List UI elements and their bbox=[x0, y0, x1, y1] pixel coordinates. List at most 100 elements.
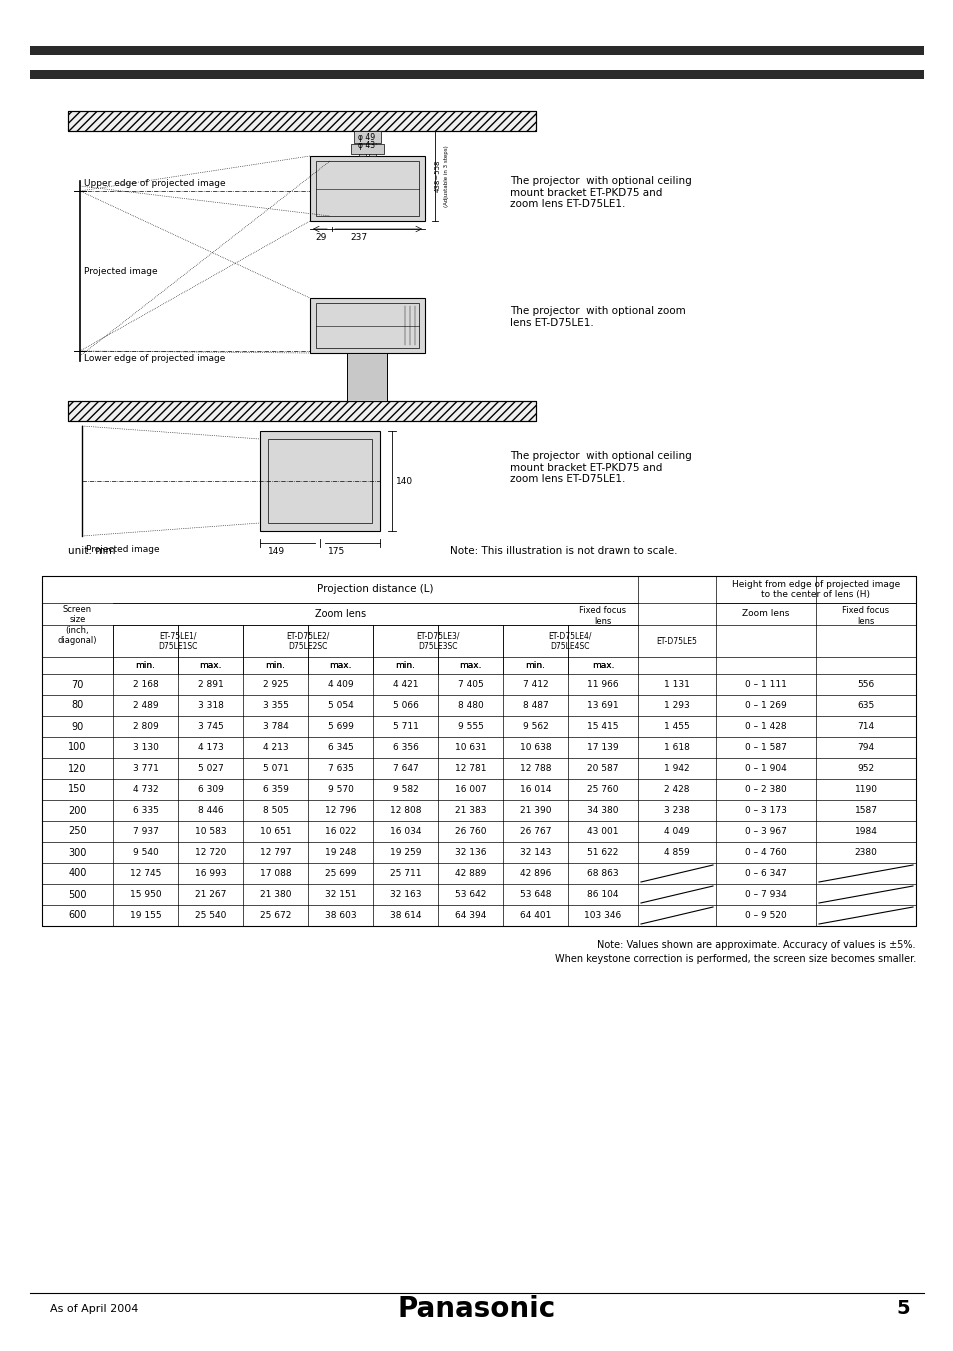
Text: 0 – 2 380: 0 – 2 380 bbox=[744, 785, 786, 794]
Text: 12 781: 12 781 bbox=[455, 765, 486, 773]
Text: 8 487: 8 487 bbox=[522, 701, 548, 711]
Text: 0 – 1 428: 0 – 1 428 bbox=[744, 721, 786, 731]
Circle shape bbox=[267, 438, 276, 449]
Text: 16 993: 16 993 bbox=[194, 869, 226, 878]
Text: 42 889: 42 889 bbox=[455, 869, 486, 878]
Text: 90: 90 bbox=[71, 721, 84, 731]
Text: min.: min. bbox=[395, 661, 416, 670]
Bar bbox=[315, 303, 418, 349]
Text: φ 49: φ 49 bbox=[357, 134, 375, 142]
Text: 17 088: 17 088 bbox=[259, 869, 291, 878]
Text: min.: min. bbox=[525, 661, 545, 670]
Text: 0 – 4 760: 0 – 4 760 bbox=[744, 848, 786, 857]
Text: 0 – 1 269: 0 – 1 269 bbox=[744, 701, 786, 711]
Text: 70: 70 bbox=[71, 680, 84, 689]
Text: 200: 200 bbox=[69, 805, 87, 816]
Bar bbox=[30, 70, 923, 78]
Text: 4 173: 4 173 bbox=[197, 743, 223, 753]
Text: 29: 29 bbox=[314, 232, 326, 242]
Bar bbox=[268, 439, 372, 523]
Bar bbox=[351, 145, 384, 154]
Text: 5 066: 5 066 bbox=[392, 701, 418, 711]
Text: 7 647: 7 647 bbox=[393, 765, 418, 773]
Text: 7 405: 7 405 bbox=[457, 680, 483, 689]
Text: 400: 400 bbox=[69, 869, 87, 878]
Text: 19 248: 19 248 bbox=[324, 848, 355, 857]
Text: Screen
size
(inch,
diagonal): Screen size (inch, diagonal) bbox=[58, 605, 97, 644]
Bar bbox=[68, 111, 536, 131]
Text: 25 540: 25 540 bbox=[194, 911, 226, 920]
Bar bbox=[354, 131, 380, 143]
Text: 0 – 7 934: 0 – 7 934 bbox=[744, 890, 786, 898]
Text: 150: 150 bbox=[69, 785, 87, 794]
Text: 19 155: 19 155 bbox=[130, 911, 161, 920]
Text: min.: min. bbox=[525, 661, 545, 670]
Text: 100: 100 bbox=[69, 743, 87, 753]
Text: 7 937: 7 937 bbox=[132, 827, 158, 836]
Text: 12 796: 12 796 bbox=[324, 807, 355, 815]
Text: 25 711: 25 711 bbox=[390, 869, 421, 878]
Text: 12 745: 12 745 bbox=[130, 869, 161, 878]
Circle shape bbox=[267, 513, 276, 524]
Text: 4 213: 4 213 bbox=[262, 743, 288, 753]
Text: Height from edge of projected image
to the center of lens (H): Height from edge of projected image to t… bbox=[731, 580, 900, 600]
Text: 53 642: 53 642 bbox=[455, 890, 486, 898]
Bar bbox=[369, 131, 375, 155]
Text: Projected image: Projected image bbox=[84, 266, 157, 276]
Text: max.: max. bbox=[199, 661, 221, 670]
Text: 68 863: 68 863 bbox=[587, 869, 618, 878]
Text: 11 966: 11 966 bbox=[587, 680, 618, 689]
Bar bbox=[68, 401, 536, 422]
Text: 16 014: 16 014 bbox=[519, 785, 551, 794]
Text: max.: max. bbox=[458, 661, 481, 670]
Bar bbox=[68, 111, 536, 131]
Text: Fixed focus
lens: Fixed focus lens bbox=[578, 607, 626, 626]
Text: 38 603: 38 603 bbox=[324, 911, 355, 920]
Text: 1 618: 1 618 bbox=[663, 743, 689, 753]
Text: 38 614: 38 614 bbox=[390, 911, 421, 920]
Text: 10 651: 10 651 bbox=[259, 827, 291, 836]
Text: 5 711: 5 711 bbox=[392, 721, 418, 731]
Text: (Adjustable in 3 steps): (Adjustable in 3 steps) bbox=[444, 145, 449, 207]
Text: min.: min. bbox=[395, 661, 416, 670]
Text: 2 428: 2 428 bbox=[663, 785, 689, 794]
Text: 16 007: 16 007 bbox=[455, 785, 486, 794]
Text: 5: 5 bbox=[896, 1300, 909, 1319]
Text: 2 891: 2 891 bbox=[197, 680, 223, 689]
Bar bbox=[30, 46, 923, 55]
Text: 51 622: 51 622 bbox=[587, 848, 618, 857]
Text: Panasonic: Panasonic bbox=[397, 1296, 556, 1323]
Text: 0 – 3 173: 0 – 3 173 bbox=[744, 807, 786, 815]
Text: ET-D75LE4/
D75LE4SC: ET-D75LE4/ D75LE4SC bbox=[548, 631, 592, 651]
Text: 4 421: 4 421 bbox=[393, 680, 417, 689]
Text: 250: 250 bbox=[68, 827, 87, 836]
Text: 43 001: 43 001 bbox=[587, 827, 618, 836]
Text: 64 394: 64 394 bbox=[455, 911, 486, 920]
Circle shape bbox=[363, 513, 373, 524]
Text: 6 335: 6 335 bbox=[132, 807, 158, 815]
Text: 635: 635 bbox=[857, 701, 874, 711]
Text: 10 631: 10 631 bbox=[455, 743, 486, 753]
Text: 4 732: 4 732 bbox=[132, 785, 158, 794]
Text: min.: min. bbox=[135, 661, 155, 670]
Bar bbox=[260, 431, 379, 531]
Text: 0 – 1 587: 0 – 1 587 bbox=[744, 743, 786, 753]
Text: min.: min. bbox=[135, 661, 155, 670]
Text: 0 – 1 904: 0 – 1 904 bbox=[744, 765, 786, 773]
Text: 10 583: 10 583 bbox=[194, 827, 226, 836]
Text: 3 745: 3 745 bbox=[197, 721, 223, 731]
Text: 4 859: 4 859 bbox=[663, 848, 689, 857]
Bar bbox=[68, 401, 536, 422]
Text: 32 151: 32 151 bbox=[324, 890, 355, 898]
Text: Note: Values shown are approximate. Accuracy of values is ±5%.: Note: Values shown are approximate. Accu… bbox=[597, 940, 915, 950]
Text: 16 022: 16 022 bbox=[324, 827, 355, 836]
Text: 21 267: 21 267 bbox=[194, 890, 226, 898]
Text: 175: 175 bbox=[328, 547, 345, 555]
Text: 25 760: 25 760 bbox=[587, 785, 618, 794]
Text: 20 587: 20 587 bbox=[587, 765, 618, 773]
Text: Projected image: Projected image bbox=[86, 544, 159, 554]
Text: ET-D75LE3/
D75LE3SC: ET-D75LE3/ D75LE3SC bbox=[416, 631, 459, 651]
Text: Note: This illustration is not drawn to scale.: Note: This illustration is not drawn to … bbox=[450, 546, 677, 557]
Text: 0 – 9 520: 0 – 9 520 bbox=[744, 911, 786, 920]
Text: max.: max. bbox=[458, 661, 481, 670]
